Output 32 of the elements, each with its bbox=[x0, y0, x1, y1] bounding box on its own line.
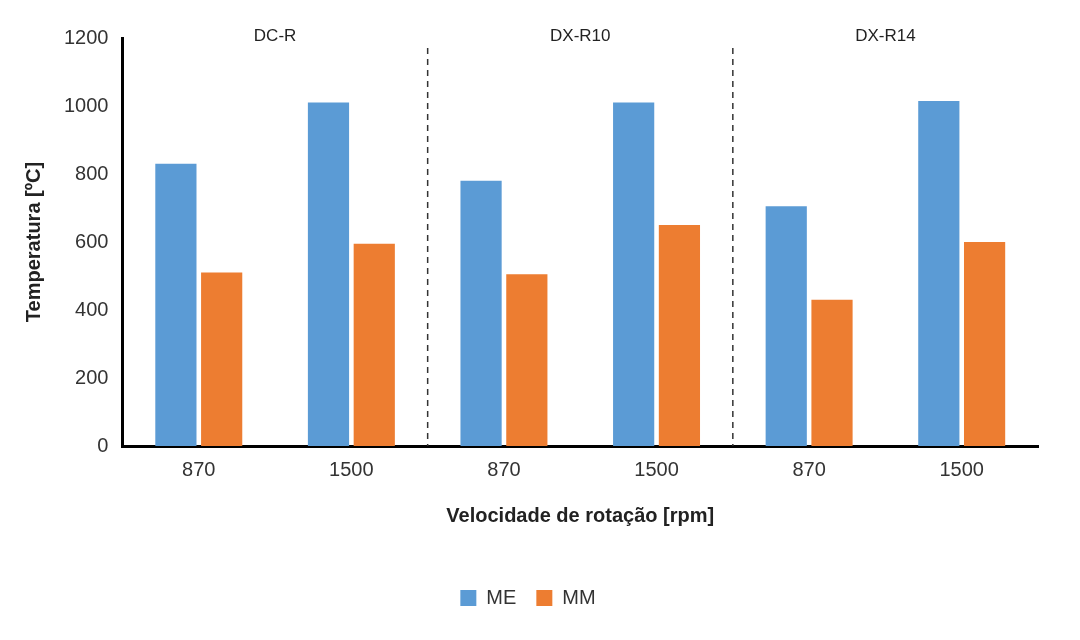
bar bbox=[307, 102, 350, 446]
bar bbox=[918, 100, 960, 446]
legend-label: MM bbox=[562, 585, 596, 608]
bar bbox=[201, 272, 243, 446]
annotation: DX-R14 bbox=[855, 25, 916, 45]
bar bbox=[811, 299, 853, 446]
y-tick-label: 800 bbox=[75, 161, 109, 184]
x-tick-label: 1500 bbox=[329, 457, 374, 480]
bar bbox=[613, 102, 655, 446]
bar bbox=[460, 180, 502, 446]
x-tick-label: 870 bbox=[792, 457, 826, 480]
bar bbox=[658, 225, 701, 446]
bar bbox=[353, 243, 395, 446]
bar bbox=[765, 206, 807, 446]
x-tick-label: 1500 bbox=[634, 457, 679, 480]
y-axis-title: Temperatura [ºC] bbox=[21, 161, 44, 323]
x-axis-title: Velocidade de rotação [rpm] bbox=[446, 503, 715, 526]
bar bbox=[155, 163, 197, 446]
bar bbox=[506, 274, 548, 446]
legend-label: ME bbox=[486, 585, 517, 608]
y-tick-label: 600 bbox=[75, 229, 109, 252]
bar bbox=[964, 242, 1006, 446]
x-tick-label: 870 bbox=[487, 457, 521, 480]
annotation: DX-R10 bbox=[550, 25, 611, 45]
annotation: DC-R bbox=[253, 25, 297, 45]
x-tick-label: 870 bbox=[182, 457, 216, 480]
y-tick-label: 400 bbox=[75, 297, 109, 320]
y-tick-label: 200 bbox=[75, 365, 109, 388]
y-tick-label: 0 bbox=[97, 433, 109, 456]
y-tick-label: 1200 bbox=[63, 25, 109, 48]
x-tick-label: 1500 bbox=[939, 457, 984, 480]
y-tick-label: 1000 bbox=[63, 93, 109, 116]
